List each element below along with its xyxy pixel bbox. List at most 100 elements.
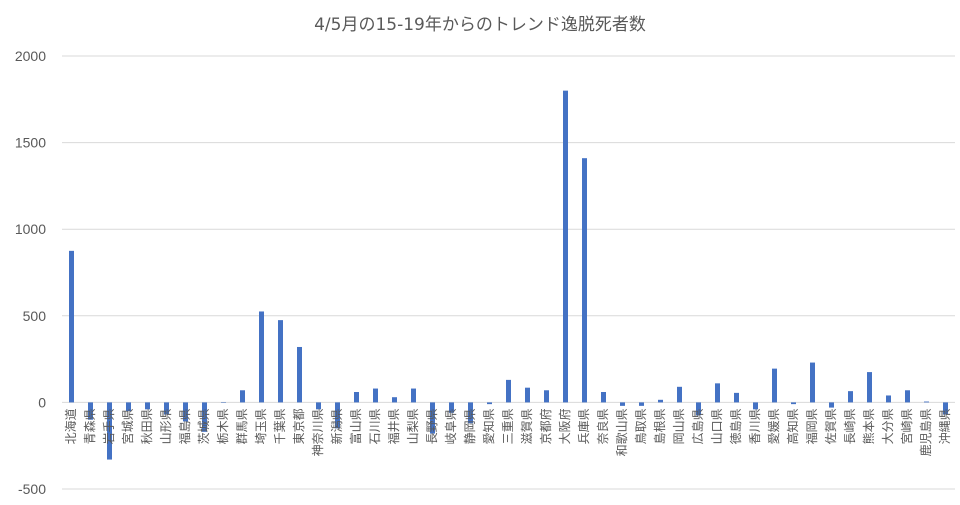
x-tick-label: 島根県 bbox=[652, 408, 667, 444]
x-tick-label: 高知県 bbox=[785, 408, 800, 444]
bar-8 bbox=[221, 402, 226, 403]
x-tick-label: 広島県 bbox=[690, 408, 705, 444]
x-tick-label: 山形県 bbox=[159, 408, 173, 444]
y-tick-label: 500 bbox=[23, 308, 47, 324]
bar-34 bbox=[715, 383, 720, 403]
bar-23 bbox=[506, 379, 511, 403]
bar-5 bbox=[164, 402, 169, 415]
bar-41 bbox=[848, 391, 853, 403]
bar-13 bbox=[316, 402, 321, 410]
x-tick-label: 東京都 bbox=[292, 408, 306, 444]
x-tick-label: 神奈川県 bbox=[311, 408, 325, 456]
bar-4 bbox=[145, 402, 150, 410]
x-tick-label: 佐賀県 bbox=[824, 408, 838, 444]
bar-46 bbox=[943, 402, 948, 415]
bar-12 bbox=[297, 346, 302, 403]
x-tick-label: 栃木県 bbox=[216, 408, 230, 444]
bar-43 bbox=[886, 395, 891, 403]
x-tick-label: 奈良県 bbox=[595, 408, 610, 444]
bar-35 bbox=[734, 392, 739, 403]
x-tick-label: 群馬県 bbox=[235, 408, 249, 444]
bar-40 bbox=[829, 402, 834, 408]
x-tick-label: 千葉県 bbox=[273, 408, 287, 444]
x-tick-label: 大分県 bbox=[881, 408, 895, 444]
x-tick-label: 大阪府 bbox=[557, 408, 572, 444]
bar-15 bbox=[354, 392, 359, 403]
bar-6 bbox=[183, 402, 188, 422]
x-tick-label: 愛媛県 bbox=[767, 408, 781, 444]
bar-9 bbox=[240, 390, 245, 403]
x-tick-label: 石川県 bbox=[368, 408, 382, 444]
bar-16 bbox=[373, 388, 378, 403]
bar-33 bbox=[696, 402, 701, 416]
bar-14 bbox=[335, 402, 340, 429]
y-tick-label: 0 bbox=[38, 394, 46, 410]
x-tick-label: 滋賀県 bbox=[520, 408, 534, 444]
x-tick-label: 山口県 bbox=[710, 408, 724, 444]
bar-32 bbox=[677, 386, 682, 403]
x-tick-label: 京都府 bbox=[538, 408, 553, 444]
bar-17 bbox=[392, 397, 397, 403]
x-tick-label: 福岡県 bbox=[804, 408, 819, 444]
bar-3 bbox=[126, 402, 131, 412]
bar-29 bbox=[620, 402, 625, 406]
x-tick-label: 福島県 bbox=[177, 408, 192, 444]
x-tick-label: 宮城県 bbox=[120, 408, 135, 444]
x-tick-label: 岐阜県 bbox=[444, 408, 458, 444]
x-tick-label: 三重県 bbox=[501, 408, 515, 444]
x-tick-label: 岩手県 bbox=[101, 408, 116, 444]
x-tick-label: 鹿児島県 bbox=[918, 408, 933, 456]
bar-24 bbox=[525, 387, 530, 403]
x-tick-label: 長崎県 bbox=[843, 408, 857, 444]
bar-31 bbox=[658, 399, 663, 403]
chart-title: 4/5月の15-19年からのトレンド逸脱死者数 bbox=[314, 15, 646, 35]
bar-44 bbox=[905, 390, 910, 403]
x-tick-label: 茨城県 bbox=[197, 408, 211, 444]
x-tick-label: 富山県 bbox=[348, 408, 363, 444]
x-tick-label: 静岡県 bbox=[463, 408, 477, 444]
bar-38 bbox=[791, 402, 796, 405]
bar-45 bbox=[924, 401, 929, 403]
x-axis-ticks: 北海道 青森県 岩手県 宮城県 秋田県 山形県 福島県 茨城県 栃木県 群馬県 埼玉県 千葉県 東京都神… bbox=[63, 408, 952, 456]
bar-36 bbox=[753, 402, 758, 410]
bar-18 bbox=[411, 388, 416, 403]
x-tick-label: 埼玉県 bbox=[254, 408, 268, 444]
y-tick-label: 2000 bbox=[15, 48, 46, 64]
x-tick-label: 山梨県 bbox=[406, 408, 420, 444]
x-tick-label: 兵庫県 bbox=[577, 408, 591, 444]
bar-10 bbox=[259, 311, 264, 403]
bar-22 bbox=[487, 402, 492, 405]
x-tick-label: 和歌山県 bbox=[614, 408, 629, 456]
x-tick-label: 熊本県 bbox=[861, 408, 876, 444]
bar-20 bbox=[449, 402, 454, 413]
bar-2 bbox=[107, 402, 112, 460]
bar-27 bbox=[582, 158, 587, 403]
x-tick-label: 沖縄県 bbox=[937, 408, 952, 444]
x-tick-label: 北海道 bbox=[63, 408, 78, 444]
bar-1 bbox=[88, 402, 93, 420]
bar-19 bbox=[430, 402, 435, 434]
x-tick-label: 新潟県 bbox=[329, 408, 344, 444]
y-tick-label: 1500 bbox=[15, 135, 46, 151]
x-tick-label: 愛知県 bbox=[482, 408, 496, 444]
x-tick-label: 青森県 bbox=[82, 408, 97, 444]
bar-30 bbox=[639, 402, 644, 406]
y-axis-ticks: 2000 1500 1000 500 0 -500 bbox=[15, 48, 46, 497]
bar-26 bbox=[563, 90, 568, 403]
bar-37 bbox=[772, 368, 777, 403]
x-tick-label: 徳島県 bbox=[728, 408, 743, 444]
bar-28 bbox=[601, 392, 606, 403]
x-tick-label: 長野県 bbox=[425, 408, 439, 444]
x-tick-label: 香川県 bbox=[748, 408, 762, 444]
x-tick-label: 秋田県 bbox=[140, 408, 154, 444]
x-tick-label: 宮崎県 bbox=[899, 408, 914, 444]
bar-0 bbox=[69, 250, 74, 403]
x-tick-label: 鳥取県 bbox=[633, 408, 648, 444]
bar-11 bbox=[278, 320, 283, 403]
y-tick-label: 1000 bbox=[15, 221, 46, 237]
y-tick-label: -500 bbox=[18, 481, 46, 497]
x-tick-label: 岡山県 bbox=[672, 408, 686, 444]
bar-7 bbox=[202, 402, 207, 432]
